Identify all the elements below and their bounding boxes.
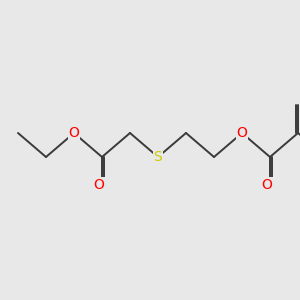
Text: O: O: [262, 178, 272, 192]
Text: O: O: [94, 178, 104, 192]
Text: O: O: [237, 126, 248, 140]
Text: S: S: [154, 150, 162, 164]
Text: O: O: [69, 126, 80, 140]
